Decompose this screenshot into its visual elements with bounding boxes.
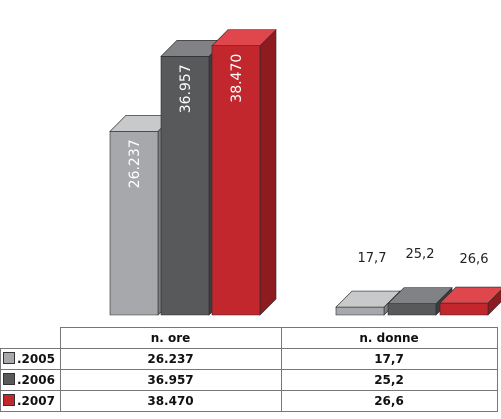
table-cell-2006-n-ore: 36.957 [59,369,282,391]
legend-label-2006: .2006 [17,373,55,387]
table-cell-2007-n-donne: 26,6 [280,390,498,412]
bar-n-donne-2005 [335,306,385,316]
data-label-n-donne-2007: 26,6 [460,252,489,267]
table-row-2006: .2006 36.957 25,2 [0,369,498,391]
table-header-n-ore: n. ore [59,327,282,349]
table-header-n-donne: n. donne [280,327,498,349]
legend-2005: .2005 [0,348,61,370]
legend-label-2007: .2007 [17,394,55,408]
table-cell-2005-n-donne: 17,7 [280,348,498,370]
table-corner-cell [0,327,61,349]
legend-swatch-2005 [3,352,15,364]
table-cell-2006-n-donne: 25,2 [280,369,498,391]
data-label-n-ore-2006: 36.957 [178,64,194,113]
data-label-n-donne-2006: 25,2 [406,247,435,262]
data-label-n-donne-2005: 17,7 [358,251,387,266]
bar-n-donne-2005-top [335,290,401,308]
table-row-2005: .2005 26.237 17,7 [0,348,498,370]
data-table: n. ore n. donne .2005 26.237 17,7 .2006 … [0,327,498,412]
bar-n-donne-2006 [387,303,437,316]
data-label-n-ore-2005: 26.237 [127,139,143,188]
legend-swatch-2006 [3,373,15,385]
table-cell-2007-n-ore: 38.470 [59,390,282,412]
table-header-row: n. ore n. donne [0,327,498,349]
bar-n-donne-2006-top [387,287,453,304]
bar-n-donne-2007-top [439,286,501,304]
table-cell-2005-n-ore: 26.237 [59,348,282,370]
bar-n-ore-2007-side [259,28,277,316]
bar-chart: 26.237 36.957 38.470 17,7 25,2 26,6 [109,28,501,316]
legend-swatch-2007 [3,394,15,406]
data-label-n-ore-2007: 38.470 [229,54,245,103]
legend-2007: .2007 [0,390,61,412]
table-row-2007: .2007 38.470 26,6 [0,390,498,412]
bar-n-ore-2007-top [211,29,277,47]
legend-2006: .2006 [0,369,61,391]
bar-n-donne-2007 [439,302,489,316]
legend-label-2005: .2005 [17,352,55,366]
